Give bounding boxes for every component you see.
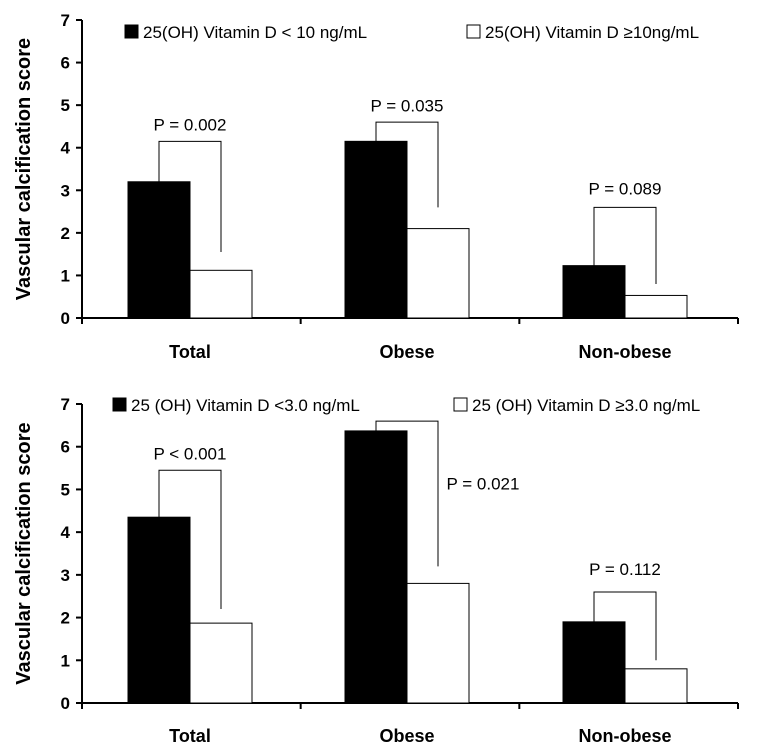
y-tick-label: 2 xyxy=(61,609,70,628)
x-category-label: Obese xyxy=(379,342,434,362)
x-category-label: Obese xyxy=(379,726,434,746)
bar-high-total xyxy=(189,269,253,319)
y-tick-label: 4 xyxy=(61,523,71,542)
bar-high-obese xyxy=(406,582,470,704)
y-tick-label: 0 xyxy=(61,694,70,713)
y-tick-label: 5 xyxy=(61,96,70,115)
y-tick-label: 0 xyxy=(61,309,70,328)
y-tick-label: 3 xyxy=(61,566,70,585)
bar-low-non-obese xyxy=(562,265,626,319)
bar-high-non-obese xyxy=(624,294,688,319)
x-category-label: Non-obese xyxy=(578,342,671,362)
significance-bracket xyxy=(158,140,222,253)
y-tick-label: 6 xyxy=(61,54,70,73)
p-value-label: P = 0.112 xyxy=(589,560,661,579)
chart-1: Vascular calcification score 0 1 2 3 4 5 6 7 Tota… xyxy=(13,11,739,362)
bar-low-total xyxy=(127,181,191,319)
bar-low-obese xyxy=(344,140,408,319)
significance-bracket xyxy=(593,206,657,284)
bar-high-non-obese xyxy=(624,668,688,704)
significance-bracket xyxy=(158,469,222,610)
chart-2: Vascular calcification score 0 1 2 3 4 5 6 7 Tota… xyxy=(13,395,739,746)
bar-low-non-obese xyxy=(562,621,626,704)
legend-swatch xyxy=(466,24,481,39)
p-value-label: P = 0.089 xyxy=(589,180,662,199)
legend-entry: 25 (OH) Vitamin D <3.0 ng/mL xyxy=(131,396,360,415)
x-category-label: Total xyxy=(169,726,211,746)
p-value-label: P = 0.021 xyxy=(447,474,520,493)
significance-bracket xyxy=(375,121,439,208)
p-value-label: P < 0.001 xyxy=(154,445,227,464)
significance-bracket xyxy=(375,420,439,567)
x-category-label: Total xyxy=(169,342,211,362)
legend-entry: 25(OH) Vitamin D ≥10ng/mL xyxy=(485,23,699,42)
legend-swatch xyxy=(453,397,468,412)
legend-entry: 25 (OH) Vitamin D ≥3.0 ng/mL xyxy=(472,396,700,415)
y-tick-label: 5 xyxy=(61,480,70,499)
legend-swatch xyxy=(112,397,127,412)
significance-bracket xyxy=(593,591,657,661)
y-tick-label: 1 xyxy=(61,651,70,670)
y-tick-label: 7 xyxy=(61,11,70,30)
bar-low-obese xyxy=(344,430,408,704)
y-axis-label: Vascular calcification score xyxy=(13,422,35,684)
y-tick-label: 6 xyxy=(61,438,70,457)
legend-entry: 25(OH) Vitamin D < 10 ng/mL xyxy=(143,23,367,42)
legend-swatch xyxy=(124,24,139,39)
p-value-label: P = 0.035 xyxy=(371,97,444,116)
y-axis-label: Vascular calcification score xyxy=(13,38,35,300)
y-tick-label: 1 xyxy=(61,266,70,285)
bar-high-obese xyxy=(406,228,470,319)
y-tick-label: 3 xyxy=(61,181,70,200)
y-tick-label: 4 xyxy=(61,139,71,158)
y-tick-label: 7 xyxy=(61,395,70,414)
p-value-label: P = 0.002 xyxy=(154,116,227,135)
bar-high-total xyxy=(189,622,253,704)
x-category-label: Non-obese xyxy=(578,726,671,746)
bar-low-total xyxy=(127,516,191,704)
y-tick-label: 2 xyxy=(61,224,70,243)
